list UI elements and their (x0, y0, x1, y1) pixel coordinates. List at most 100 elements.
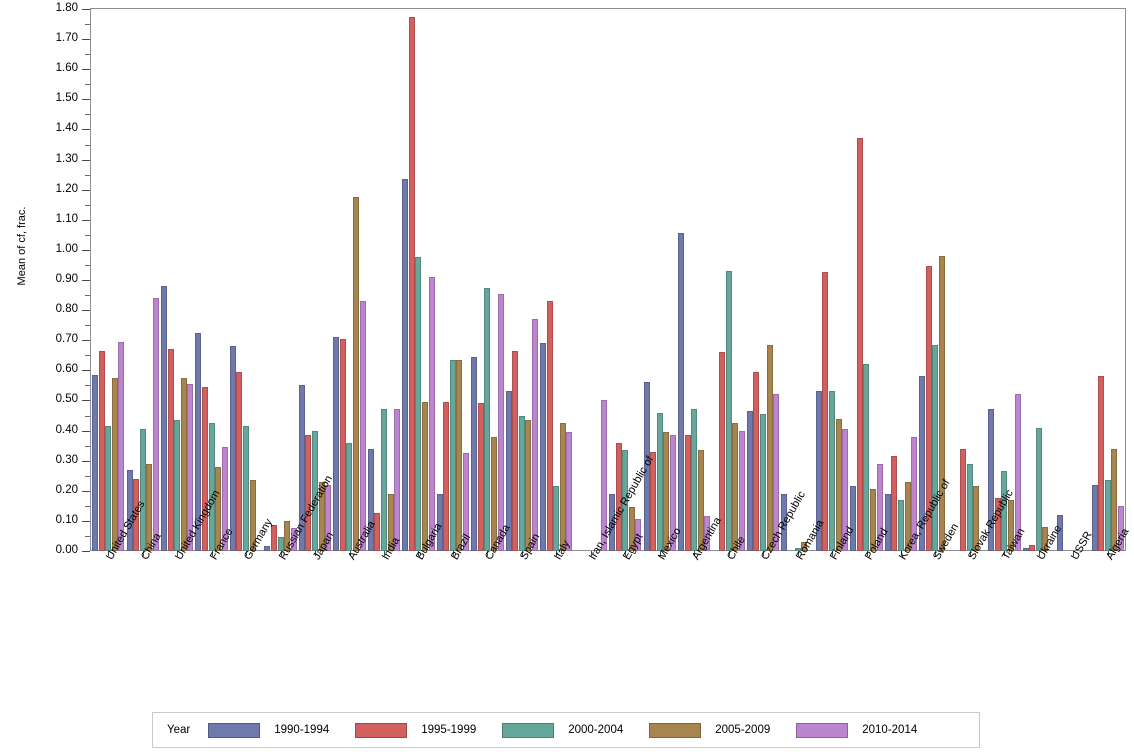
bar[interactable] (436, 493, 443, 551)
bar[interactable] (738, 430, 745, 551)
bar[interactable] (305, 435, 312, 551)
bar[interactable] (663, 432, 670, 551)
bar[interactable] (566, 432, 573, 551)
bar[interactable] (904, 481, 911, 551)
bar[interactable] (643, 382, 650, 551)
bar[interactable] (174, 420, 181, 551)
bar[interactable] (359, 301, 366, 551)
bar[interactable] (794, 548, 801, 551)
bar[interactable] (497, 293, 504, 551)
bar[interactable] (766, 344, 773, 551)
bar[interactable] (512, 350, 519, 551)
bar[interactable] (428, 277, 435, 551)
bar[interactable] (615, 442, 622, 551)
bar[interactable] (202, 386, 209, 551)
bar[interactable] (801, 541, 808, 551)
legend-item[interactable]: 2010-2014 (796, 722, 917, 738)
bar[interactable] (208, 423, 215, 551)
bar[interactable] (932, 344, 939, 551)
bar[interactable] (939, 255, 946, 551)
bar[interactable] (1098, 376, 1105, 551)
bar[interactable] (863, 364, 870, 551)
bar[interactable] (966, 463, 973, 551)
bar[interactable] (394, 409, 401, 551)
bar[interactable] (960, 448, 967, 551)
bar[interactable] (111, 377, 118, 551)
legend-item[interactable]: 2005-2009 (649, 722, 770, 738)
bar[interactable] (781, 493, 788, 551)
bar[interactable] (546, 301, 553, 551)
bar[interactable] (92, 374, 99, 551)
bar[interactable] (463, 453, 470, 551)
bar[interactable] (1014, 394, 1021, 551)
bar[interactable] (195, 332, 202, 551)
bar[interactable] (367, 448, 374, 551)
bar[interactable] (919, 376, 926, 551)
bar[interactable] (532, 319, 539, 551)
bar[interactable] (635, 519, 642, 551)
bar[interactable] (773, 394, 780, 551)
bar[interactable] (746, 410, 753, 551)
bar[interactable] (133, 478, 140, 551)
bar[interactable] (318, 481, 325, 551)
bar[interactable] (264, 546, 271, 551)
bar[interactable] (656, 412, 663, 551)
bar[interactable] (98, 350, 105, 551)
bar[interactable] (105, 426, 112, 551)
bar[interactable] (180, 377, 187, 551)
bar[interactable] (443, 401, 450, 551)
bar[interactable] (684, 435, 691, 551)
bar[interactable] (152, 298, 159, 551)
bar[interactable] (650, 451, 657, 551)
bar[interactable] (1104, 480, 1111, 551)
bar[interactable] (243, 426, 250, 551)
bar[interactable] (704, 516, 711, 551)
bar[interactable] (1022, 548, 1029, 551)
bar[interactable] (559, 423, 566, 551)
bar[interactable] (518, 415, 525, 551)
bar[interactable] (911, 436, 918, 551)
bar[interactable] (876, 463, 883, 551)
bar[interactable] (167, 349, 174, 551)
bar[interactable] (1091, 484, 1098, 551)
bar[interactable] (449, 359, 456, 551)
bar[interactable] (277, 537, 284, 551)
bar[interactable] (1029, 544, 1036, 551)
bar[interactable] (760, 414, 767, 551)
bar[interactable] (850, 486, 857, 551)
bar[interactable] (525, 420, 532, 551)
bar[interactable] (484, 287, 491, 551)
bar[interactable] (553, 486, 560, 551)
bar[interactable] (897, 499, 904, 551)
bar[interactable] (422, 401, 429, 551)
bar[interactable] (1057, 514, 1064, 551)
bar[interactable] (600, 400, 607, 551)
bar[interactable] (312, 430, 319, 551)
bar[interactable] (333, 337, 340, 551)
bar[interactable] (753, 371, 760, 551)
bar[interactable] (415, 257, 422, 551)
bar[interactable] (973, 486, 980, 551)
bar[interactable] (856, 138, 863, 551)
bar[interactable] (229, 346, 236, 551)
bar[interactable] (456, 359, 463, 551)
bar[interactable] (249, 480, 256, 551)
bar[interactable] (719, 352, 726, 551)
bar[interactable] (1001, 471, 1008, 551)
bar[interactable] (139, 429, 146, 551)
bar[interactable] (408, 16, 415, 551)
bar[interactable] (669, 435, 676, 551)
bar[interactable] (118, 341, 125, 551)
bar[interactable] (628, 507, 635, 551)
bar[interactable] (346, 442, 353, 551)
bar[interactable] (891, 456, 898, 551)
bar[interactable] (402, 179, 409, 551)
bar[interactable] (387, 493, 394, 551)
bar[interactable] (835, 418, 842, 551)
bar[interactable] (677, 233, 684, 551)
bar[interactable] (353, 197, 360, 551)
bar[interactable] (1111, 448, 1118, 551)
bar[interactable] (725, 270, 732, 551)
bar[interactable] (815, 391, 822, 551)
bar[interactable] (609, 493, 616, 551)
